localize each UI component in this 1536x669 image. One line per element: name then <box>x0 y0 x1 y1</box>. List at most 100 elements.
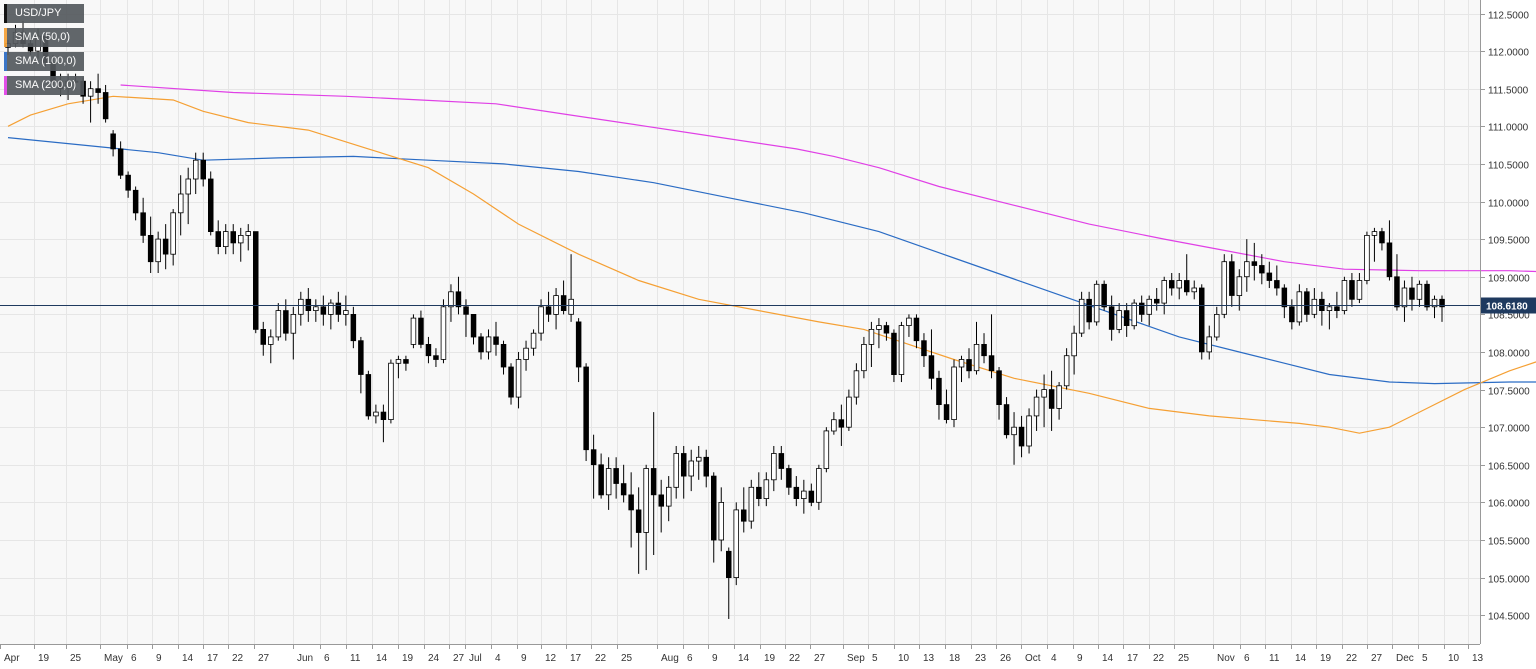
y-tick-label: 107.0000 <box>1488 424 1530 435</box>
candle <box>778 445 785 480</box>
candle-body <box>1244 261 1250 278</box>
legend-item[interactable]: SMA (100,0) <box>4 52 85 71</box>
candle-body <box>635 509 642 533</box>
candle <box>1056 382 1062 420</box>
candle-body <box>1416 283 1423 300</box>
candle-body <box>267 336 274 345</box>
candle-body <box>958 359 965 368</box>
candle <box>1221 254 1228 319</box>
x-tick-label: 14 <box>376 653 388 664</box>
legend-swatch <box>4 76 7 95</box>
candle-body <box>1176 280 1183 289</box>
x-tick-label: Sep <box>847 653 865 664</box>
legend-item[interactable]: SMA (50,0) <box>4 28 85 47</box>
candle-body <box>1033 396 1040 417</box>
candle <box>1071 325 1077 375</box>
candle-body <box>1409 287 1415 300</box>
candle-body <box>207 178 214 232</box>
candle-body <box>718 501 725 541</box>
candle <box>433 348 439 368</box>
candle-body <box>493 336 499 345</box>
candle-body <box>305 298 312 311</box>
candle-body <box>320 306 327 315</box>
candle-body <box>1093 283 1100 323</box>
candle-body <box>1334 306 1340 311</box>
y-tick-label: 111.0000 <box>1488 123 1529 134</box>
candle-body <box>928 355 935 379</box>
candle <box>748 479 755 529</box>
candle <box>425 336 432 364</box>
x-tick-label: Jul <box>469 653 482 664</box>
candle <box>943 389 950 424</box>
candle-body <box>748 486 755 522</box>
x-tick-label: 9 <box>156 653 162 664</box>
candle-body <box>1018 426 1025 447</box>
candle <box>711 472 717 563</box>
x-tick-label: 6 <box>1244 653 1250 664</box>
candle <box>853 363 860 405</box>
x-tick-label: 14 <box>1295 653 1307 664</box>
candle <box>1229 254 1235 307</box>
candle-body <box>658 494 665 507</box>
candle-body <box>1131 302 1138 327</box>
candle <box>1356 272 1363 304</box>
candle-body <box>1289 306 1295 323</box>
x-tick-label: 9 <box>712 653 718 664</box>
candle <box>1123 303 1130 337</box>
y-tick-label: 110.0000 <box>1488 199 1529 210</box>
candle-body <box>335 302 342 315</box>
candle-body <box>290 313 297 334</box>
legend-swatch <box>4 28 7 47</box>
candle <box>515 351 522 409</box>
candle-body <box>313 306 319 311</box>
candle <box>876 318 882 349</box>
candle-body <box>921 340 927 357</box>
candle <box>365 370 372 420</box>
candle-body <box>943 404 950 421</box>
candle <box>613 457 619 499</box>
x-tick-label: 22 <box>232 653 244 664</box>
legend-item[interactable]: USD/JPY <box>4 4 85 23</box>
candle-body <box>1086 298 1092 323</box>
candle <box>388 359 394 424</box>
candle <box>688 449 695 492</box>
candle <box>756 472 762 507</box>
candle-body <box>906 317 912 327</box>
candle <box>508 363 514 405</box>
x-tick-label: 14 <box>738 653 750 664</box>
legend-item[interactable]: SMA (200,0) <box>4 76 85 95</box>
x-tick-label: Jun <box>297 653 313 664</box>
candle <box>448 284 454 322</box>
candle <box>538 299 544 341</box>
x-tick-label: 13 <box>923 653 935 664</box>
candle <box>673 445 680 499</box>
candles <box>5 21 1445 619</box>
x-tick-label: 27 <box>1371 653 1383 664</box>
candle-body <box>230 231 236 244</box>
candle <box>936 370 942 420</box>
candle-body <box>590 449 597 466</box>
candle-body <box>1214 313 1220 338</box>
last-price-marker: 108.6180 <box>0 297 1536 314</box>
candle-body <box>823 430 830 469</box>
candle <box>1131 299 1138 330</box>
candle-body <box>125 174 131 191</box>
candle-body <box>973 343 980 372</box>
candle <box>981 333 987 364</box>
candle-body <box>1199 287 1205 353</box>
x-tick-label: 27 <box>258 653 270 664</box>
x-tick-label: 17 <box>570 653 582 664</box>
candle <box>147 216 154 273</box>
candle-body <box>463 306 469 315</box>
candle <box>1236 269 1243 311</box>
candle-body <box>1424 283 1430 308</box>
candle <box>1184 254 1190 296</box>
candle-body <box>170 212 176 255</box>
candle-body <box>1379 231 1385 244</box>
candle-body <box>1041 389 1047 398</box>
candle-body <box>298 298 304 315</box>
candle-body <box>110 133 116 150</box>
candle <box>1281 284 1288 319</box>
